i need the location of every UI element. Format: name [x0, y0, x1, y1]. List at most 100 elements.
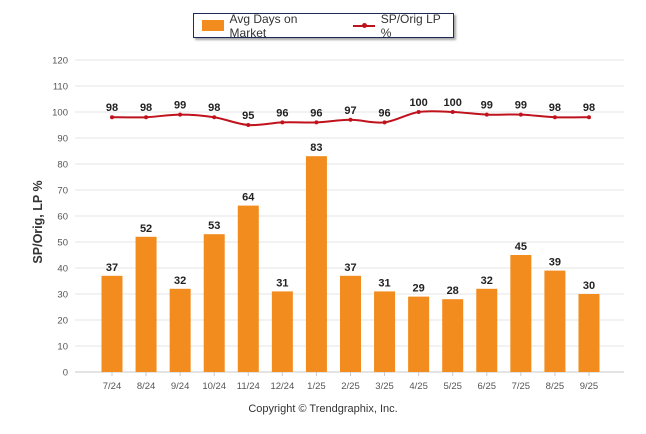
x-tick-label: 6/25 [478, 381, 497, 392]
line-point [450, 110, 455, 114]
bar [101, 275, 123, 372]
line-value-label: 98 [583, 102, 595, 114]
legend-bar-swatch [202, 20, 224, 31]
x-tick-label: 9/24 [171, 381, 190, 392]
bar [442, 299, 464, 372]
y-tick-label: 30 [57, 290, 68, 301]
line-value-label: 100 [444, 97, 462, 109]
line-value-label: 99 [174, 100, 186, 112]
x-tick-label: 12/24 [270, 381, 294, 392]
y-axis-ticks: 0 10 20 30 40 50 60 70 80 90 100 110 120 [52, 56, 68, 379]
bar-value-label: 31 [276, 277, 288, 289]
line-value-label: 95 [242, 110, 254, 122]
bar-value-label: 39 [549, 257, 561, 269]
legend-item-bar[interactable]: Avg Days on Market [202, 12, 335, 40]
bar [305, 156, 327, 372]
bar-value-label: 32 [481, 275, 493, 287]
line-point [178, 112, 183, 117]
legend-line-swatch [353, 22, 375, 28]
line-value-label: 96 [378, 107, 390, 119]
line-value-label: 98 [549, 102, 561, 114]
bar-value-label: 30 [583, 280, 595, 292]
bar [544, 270, 566, 372]
y-tick-label: 50 [57, 238, 68, 249]
line-point [484, 112, 489, 117]
x-tick-label: 8/25 [546, 381, 565, 392]
line-point [416, 110, 421, 114]
x-tick-label: 4/25 [409, 381, 428, 392]
bar-value-label: 64 [242, 192, 255, 204]
line-value-label: 98 [106, 102, 118, 114]
y-tick-label: 110 [53, 82, 68, 93]
line-point [382, 120, 387, 125]
bar-value-label: 37 [344, 262, 356, 274]
line-point [552, 115, 557, 120]
bar-value-label: 31 [378, 277, 390, 289]
copyright-text: Copyright © Trendgraphix, Inc. [248, 403, 398, 415]
legend-line-label: SP/Orig LP % [380, 11, 441, 40]
x-tick-label: 1/25 [307, 381, 326, 392]
y-tick-label: 80 [57, 160, 68, 171]
line-point [212, 115, 217, 120]
line-value-label: 98 [140, 102, 152, 114]
line-data-labels: 98 98 99 98 95 96 96 97 96 100 100 99 99 98 98 [106, 97, 595, 122]
y-tick-label: 70 [57, 186, 68, 197]
bar-series [101, 156, 600, 372]
line-value-label: 96 [276, 107, 288, 119]
x-tick-label: 8/24 [137, 381, 156, 392]
gridlines [75, 59, 624, 373]
line-value-label: 99 [481, 100, 493, 112]
x-tick-label: 7/24 [103, 381, 122, 392]
bar [271, 291, 293, 372]
bar-value-label: 29 [413, 283, 425, 295]
y-tick-label: 100 [52, 108, 68, 119]
line-point [348, 117, 353, 122]
y-tick-label: 20 [57, 316, 68, 327]
line-value-label: 96 [310, 107, 322, 119]
x-tick-label: 10/24 [202, 381, 226, 392]
y-tick-label: 10 [57, 342, 68, 353]
line-point [144, 115, 149, 120]
bar-value-label: 45 [515, 241, 527, 253]
x-tick-label: 7/25 [512, 381, 531, 392]
x-tick-label: 2/25 [341, 381, 360, 392]
x-axis-ticks: 7/24 8/24 9/24 10/24 11/24 12/24 1/25 2/25 3/25 4… [103, 372, 598, 392]
bar [135, 236, 157, 372]
line-value-label: 99 [515, 100, 527, 112]
legend-bar-label: Avg Days on Market [229, 11, 298, 40]
bar [408, 296, 430, 372]
y-tick-label: 0 [63, 368, 68, 379]
line-point [518, 112, 523, 117]
y-axis-label: SP/Orig, LP % [31, 180, 45, 263]
line-point [246, 123, 251, 127]
x-tick-label: 5/25 [443, 381, 462, 392]
x-tick-label: 9/25 [580, 381, 599, 392]
line-value-label: 97 [344, 105, 356, 117]
legend-item-line[interactable]: SP/Orig LP % [353, 12, 453, 40]
line-point [110, 115, 114, 120]
bar [339, 275, 361, 372]
bar [169, 288, 191, 372]
x-tick-label: 3/25 [375, 381, 394, 392]
line-value-label: 100 [409, 97, 427, 109]
y-tick-label: 60 [57, 212, 68, 223]
line-series [110, 110, 591, 127]
bar-value-label: 52 [140, 223, 152, 235]
bar-value-label: 83 [310, 142, 322, 154]
bar-value-label: 53 [208, 220, 220, 232]
line-point [314, 120, 319, 125]
line-point [586, 115, 591, 120]
bar [374, 291, 396, 372]
bar [578, 294, 600, 372]
legend: Avg Days on Market SP/Orig LP % [193, 12, 454, 40]
bar [237, 205, 259, 372]
bar-value-label: 32 [174, 275, 186, 287]
bar [203, 234, 225, 372]
y-tick-label: 120 [52, 56, 68, 67]
bar [476, 288, 498, 372]
line-value-label: 98 [208, 102, 220, 114]
bar-value-label: 37 [106, 262, 118, 274]
line-point [280, 120, 285, 125]
bar-value-label: 28 [447, 285, 459, 297]
